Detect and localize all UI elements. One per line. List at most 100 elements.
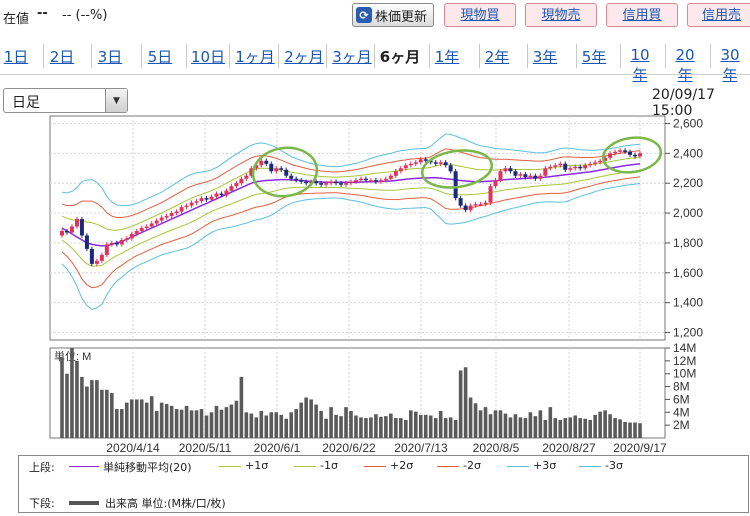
volume-bar xyxy=(528,412,533,438)
candle-body xyxy=(69,226,74,233)
volume-bar xyxy=(404,420,408,438)
volume-tick-label: 4M xyxy=(673,405,690,419)
candle-body xyxy=(284,169,289,176)
legend-upper-label: 上段: xyxy=(29,461,55,474)
legend-swatch xyxy=(219,466,241,467)
candle-body xyxy=(209,196,214,200)
tab-separator xyxy=(429,44,430,68)
candle-body xyxy=(104,244,109,255)
volume-bar xyxy=(289,412,294,438)
legend-item-label: +2σ xyxy=(390,459,414,472)
candle-body xyxy=(164,216,169,218)
candle-body xyxy=(219,193,224,196)
volume-bar xyxy=(498,410,503,438)
tab-period-16[interactable]: 30年 xyxy=(720,46,740,84)
volume-bar xyxy=(488,414,493,438)
price-value: -- xyxy=(37,6,48,21)
price-change: -- (--%) xyxy=(62,8,108,23)
x-tick-label: 2020/8/5 xyxy=(473,441,520,455)
volume-bar xyxy=(458,370,463,438)
chart-type-select[interactable]: 日足 ▼ xyxy=(3,88,128,113)
volume-bar xyxy=(174,409,179,438)
legend-item-label: -2σ xyxy=(463,459,481,472)
candle-body xyxy=(468,205,473,211)
tab-period-5[interactable]: 10日 xyxy=(190,48,226,66)
tab-period-1[interactable]: 1日 xyxy=(3,48,29,66)
candle-body xyxy=(493,180,498,187)
tabbar-divider xyxy=(0,74,750,75)
candle-body xyxy=(154,220,159,224)
candle-body xyxy=(353,180,358,182)
candle-body xyxy=(518,174,523,176)
candle-body xyxy=(169,213,174,217)
volume-bar xyxy=(463,367,468,438)
tab-period-4[interactable]: 5日 xyxy=(147,48,173,66)
margin-buy-button[interactable]: 信用買 xyxy=(606,3,678,27)
volume-bar xyxy=(578,418,583,438)
candle-body xyxy=(179,207,184,212)
spot-sell-button[interactable]: 現物売 xyxy=(525,3,597,27)
candle-body xyxy=(598,160,603,163)
volume-bar xyxy=(115,409,119,438)
tab-period-2[interactable]: 2日 xyxy=(49,48,75,66)
candle-body xyxy=(443,162,448,166)
volume-bar xyxy=(518,417,523,438)
tab-period-10[interactable]: 1年 xyxy=(434,48,460,66)
volume-bar xyxy=(105,389,109,438)
volume-bar xyxy=(194,410,199,438)
legend-item-label: +3σ xyxy=(533,459,557,472)
candle-body xyxy=(553,165,558,167)
candle-body xyxy=(583,165,588,169)
tab-period-8[interactable]: 3ヶ月 xyxy=(332,48,372,66)
spot-buy-button[interactable]: 現物買 xyxy=(444,3,516,27)
volume-bar xyxy=(239,376,244,438)
x-tick-label: 2020/6/22 xyxy=(322,441,376,455)
volume-bar xyxy=(558,420,563,438)
tab-separator xyxy=(374,44,375,68)
tab-period-9[interactable]: 6ヶ月 xyxy=(379,48,421,66)
candle-body xyxy=(134,230,139,234)
volume-bar xyxy=(110,393,114,438)
volume-bar xyxy=(229,404,234,438)
tab-period-3[interactable]: 3日 xyxy=(97,48,123,66)
candle-body xyxy=(139,228,144,231)
candle-body xyxy=(638,153,642,157)
volume-bar xyxy=(224,407,229,438)
tab-separator xyxy=(141,44,142,68)
tab-period-6[interactable]: 1ヶ月 xyxy=(235,48,275,66)
tab-period-11[interactable]: 2年 xyxy=(484,48,510,66)
refresh-button[interactable]: ⟳ 株価更新 xyxy=(352,3,434,27)
volume-bar xyxy=(269,412,274,438)
candle-body xyxy=(363,178,368,181)
tab-period-15[interactable]: 20年 xyxy=(675,46,695,84)
candle-body xyxy=(538,175,543,179)
volume-bar xyxy=(309,399,313,438)
margin-sell-button[interactable]: 信用売 xyxy=(687,3,750,27)
candle-body xyxy=(60,230,64,236)
tab-period-12[interactable]: 3年 xyxy=(532,48,558,66)
candle-body xyxy=(418,159,423,163)
candle-body xyxy=(388,175,393,179)
volume-bar xyxy=(339,416,343,438)
candle-body xyxy=(304,181,309,184)
tab-period-13[interactable]: 5年 xyxy=(581,48,607,66)
candle-body xyxy=(319,183,324,185)
volume-bar xyxy=(513,414,518,438)
candle-body xyxy=(593,162,598,164)
chart-type-value: 日足 xyxy=(12,95,40,111)
tab-period-14[interactable]: 10年 xyxy=(630,46,650,84)
candle-body xyxy=(503,168,508,172)
volume-bar xyxy=(299,402,303,438)
candle-body xyxy=(279,168,284,170)
tab-period-7[interactable]: 2ヶ月 xyxy=(284,48,324,66)
candle-body xyxy=(314,181,319,184)
legend-volume-swatch xyxy=(69,501,99,505)
candle-body xyxy=(488,186,493,203)
tab-separator xyxy=(710,44,711,68)
legend-swatch xyxy=(437,466,459,467)
tab-separator xyxy=(229,44,230,68)
tab-separator xyxy=(91,44,92,68)
candle-body xyxy=(558,163,563,166)
volume-bar xyxy=(413,411,418,438)
legend-volume-label: 出来高 単位:(M株/口/枚) xyxy=(105,497,226,510)
